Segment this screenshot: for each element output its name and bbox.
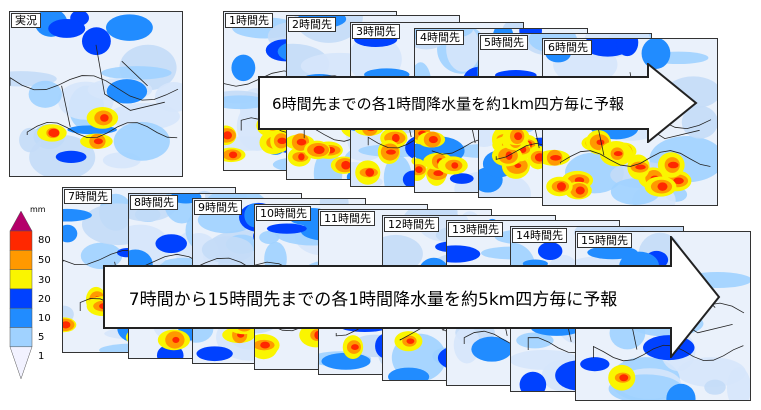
arrow-shape [103, 236, 721, 358]
forecast-arrow-banner-1km: 6時間先までの各1時間降水量を約1km四方毎に予報 [258, 63, 698, 143]
banner-text: 7時間から15時間先までの各1時間降水量を約5km四方毎に予報 [128, 289, 618, 310]
panel-label: 5時間先 [480, 35, 528, 50]
panel-label: 6時間先 [544, 40, 592, 55]
panel-label: 3時間先 [352, 24, 400, 39]
panel-label: 2時間先 [288, 17, 336, 32]
legend-color-bar [9, 211, 33, 380]
panel-label: 12時間先 [384, 217, 439, 232]
legend-swatch [9, 211, 33, 232]
forecast-arrow-banner-5km: 7時間から15時間先までの各1時間降水量を約5km四方毎に予報 [103, 236, 721, 358]
legend-swatch [9, 288, 33, 309]
panel-label: 4時間先 [416, 30, 464, 45]
legend-label: 80 [38, 235, 51, 246]
legend-unit: mm [30, 205, 46, 214]
precipitation-legend: mm 80 50 30 20 10 5 1 [8, 205, 51, 380]
arrow-shape [258, 63, 698, 143]
panel-label: 10時間先 [256, 206, 311, 221]
panel-label: 14時間先 [512, 228, 567, 243]
legend-swatch [9, 250, 33, 270]
banner-text: 6時間先までの各1時間降水量を約1km四方毎に予報 [272, 94, 624, 113]
panel-label: 実況 [11, 13, 41, 28]
legend-swatch [9, 346, 33, 380]
legend-label: 1 [38, 351, 45, 362]
panel-label: 8時間先 [130, 195, 178, 210]
legend-label: 30 [38, 275, 51, 286]
legend-swatch [9, 327, 33, 348]
legend-swatch [9, 307, 33, 328]
legend-label: 5 [38, 332, 45, 343]
map-panel-current: 実況 [9, 11, 183, 177]
legend-label: 10 [38, 313, 51, 324]
legend-label: 50 [38, 255, 51, 266]
panel-label: 9時間先 [194, 200, 242, 215]
panel-label: 1時間先 [225, 13, 273, 28]
radar-map [10, 12, 182, 176]
panel-label: 15時間先 [577, 233, 632, 248]
panel-label: 13時間先 [448, 222, 503, 237]
legend-swatch [9, 269, 33, 290]
legend-label: 20 [38, 294, 51, 305]
legend-swatch [9, 230, 33, 251]
panel-label: 7時間先 [64, 189, 112, 204]
panel-label: 11時間先 [320, 211, 375, 226]
